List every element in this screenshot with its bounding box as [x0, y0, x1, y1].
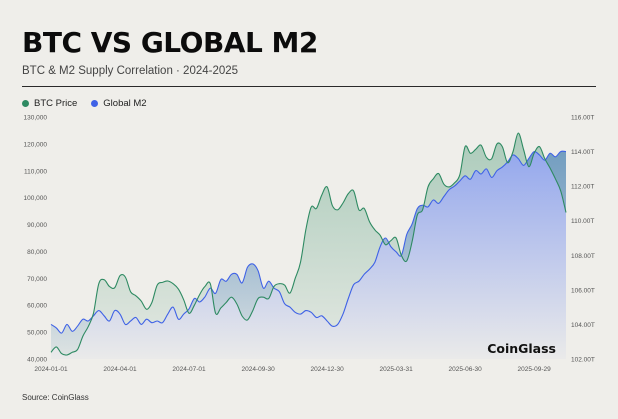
y-right-tick-label: 106.00T [571, 287, 595, 294]
x-tick-label: 2024-07-01 [172, 366, 206, 373]
x-tick-label: 2025-09-29 [517, 366, 551, 373]
header-divider [22, 86, 596, 87]
x-tick-label: 2024-04-01 [103, 366, 137, 373]
y-right-tick-label: 108.00T [571, 253, 595, 260]
legend-label-m2: Global M2 [103, 98, 147, 109]
coinglass-brand: CoinGlass [487, 341, 556, 356]
y-left-tick-label: 50,000 [27, 330, 47, 337]
y-left-tick-label: 90,000 [27, 222, 47, 229]
series-line-btc-price [50, 132, 567, 356]
y-left-tick-label: 110,000 [24, 168, 47, 175]
y-left-tick-label: 70,000 [27, 276, 47, 283]
y-right-tick-label: 110.00T [571, 218, 594, 225]
y-right-tick-label: 104.00T [571, 322, 595, 329]
chart-subtitle: BTC & M2 Supply Correlation · 2024-2025 [22, 65, 239, 77]
btc-m2-band-fill [51, 133, 566, 356]
y-left-tick-label: 120,000 [24, 141, 48, 148]
m2-legend-dot-icon [91, 100, 99, 107]
y-right-tick-label: 112.00T [571, 184, 594, 191]
btc-legend-dot-icon [22, 100, 29, 107]
legend-label-btc: BTC Price [34, 98, 78, 109]
y-right-tick-label: 114.00T [571, 149, 594, 156]
source-note: Source: CoinGlass [22, 393, 89, 402]
y-left-tick-label: 100,000 [24, 195, 48, 202]
x-tick-label: 2024-01-01 [34, 366, 68, 373]
chart-title: BTC VS GLOBAL M2 [22, 26, 318, 59]
x-tick-label: 2025-06-30 [448, 366, 482, 373]
legend: BTC Price Global M2 [22, 98, 147, 109]
legend-item-btc[interactable]: BTC Price [22, 98, 77, 109]
y-left-tick-label: 130,000 [24, 115, 48, 122]
y-left-tick-label: 80,000 [27, 249, 47, 256]
x-tick-label: 2024-12-30 [310, 366, 344, 373]
series-line-global-m2 [50, 150, 567, 334]
y-left-tick-label: 40,000 [27, 357, 47, 364]
y-right-tick-label: 116.00T [571, 115, 594, 122]
x-tick-label: 2025-03-31 [379, 366, 413, 373]
y-left-tick-label: 60,000 [27, 303, 47, 310]
y-right-tick-label: 102.00T [571, 357, 595, 364]
x-tick-label: 2024-09-30 [241, 366, 275, 373]
legend-item-m2[interactable]: Global M2 [91, 98, 147, 109]
